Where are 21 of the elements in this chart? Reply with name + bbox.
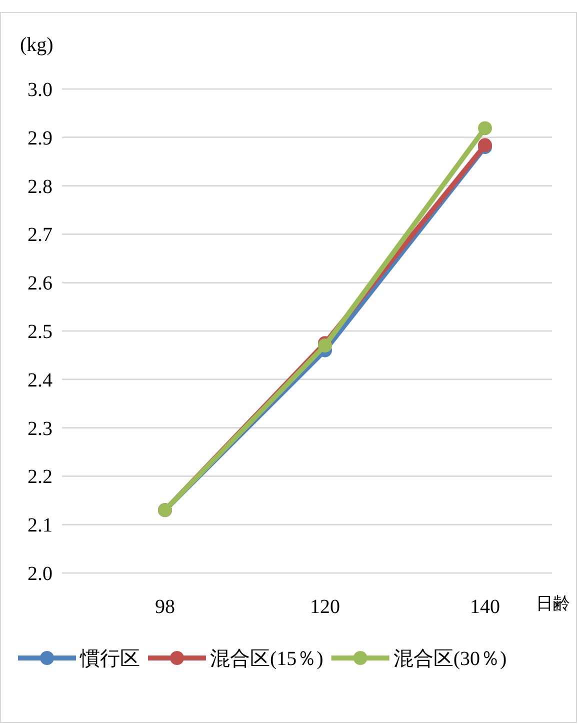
- y-tick-label: 2.2: [28, 466, 52, 488]
- y-tick-label: 2.5: [28, 321, 52, 343]
- legend-label: 慣行区: [79, 648, 140, 670]
- x-tick-label: 98: [155, 596, 175, 618]
- y-tick-label: 2.3: [28, 418, 52, 440]
- legend-label: 混合区(15％): [210, 648, 324, 670]
- y-tick-label: 2.1: [28, 514, 52, 537]
- y-tick-label: 2.0: [28, 563, 52, 585]
- x-tick-label: 140: [470, 596, 500, 618]
- x-tick-label: 120: [310, 596, 340, 618]
- y-tick-label: 2.9: [28, 127, 52, 150]
- y-tick-label: 2.4: [28, 369, 52, 392]
- y-tick-label: 3.0: [28, 79, 52, 101]
- y-axis-title: (kg): [20, 34, 54, 56]
- point: [318, 338, 332, 353]
- y-tick-label: 2.8: [28, 176, 52, 198]
- y-tick-label: 2.6: [28, 272, 52, 295]
- y-tick-label: 2.7: [28, 224, 52, 246]
- x-axis-title: 日齢: [536, 594, 570, 614]
- legend-label: 混合区(30％): [393, 648, 507, 670]
- point: [478, 121, 492, 136]
